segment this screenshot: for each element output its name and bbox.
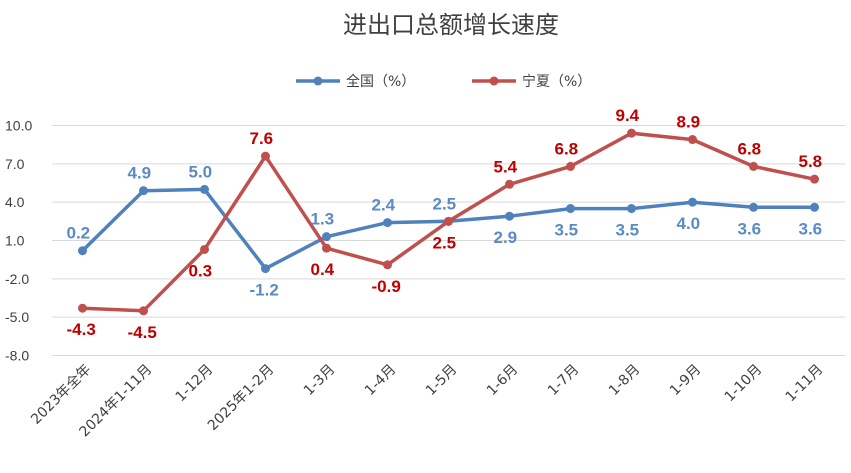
data-label-ningxia: -4.5 (128, 323, 157, 342)
data-point-national (78, 246, 87, 256)
x-tick-label: 1-8月 (606, 362, 643, 399)
data-point-ningxia (322, 243, 331, 253)
data-labels: 0.2 4.9 5.0 -1.2 1.3 2.4 2.5 2.9 3.5 3.5 4.0 3.6 3.6… (67, 106, 823, 342)
data-label-ningxia: 6.8 (555, 139, 579, 158)
x-tick-label: 1-12月 (173, 362, 217, 406)
data-label-national: 2.5 (433, 194, 457, 213)
y-tick-label: 10.0 (5, 118, 32, 134)
data-point-ningxia (139, 306, 148, 316)
data-label-national: 3.5 (616, 221, 640, 240)
x-tick-label: 1-10月 (722, 362, 766, 406)
data-label-ningxia: 8.9 (677, 113, 701, 132)
x-tick-label: 2023年全年 (27, 361, 94, 428)
data-label-national: 3.6 (799, 219, 823, 238)
data-point-national (200, 184, 209, 194)
x-tick-label: 1-9月 (667, 362, 704, 399)
data-label-ningxia: 0.4 (311, 260, 335, 279)
series-lines (78, 128, 819, 316)
x-tick-label: 1-6月 (484, 362, 521, 399)
data-point-national (139, 186, 148, 196)
data-point-ningxia (261, 151, 270, 161)
data-point-national (322, 232, 331, 242)
legend-label-ningxia: 宁夏（%） (522, 73, 591, 90)
x-tick-label: 1-3月 (301, 362, 338, 399)
data-point-ningxia (78, 303, 87, 313)
y-tick-label: -8.0 (5, 348, 29, 364)
y-axis-ticks: 10.0 7.0 4.0 1.0 -2.0 -5.0 -8.0 (5, 118, 32, 364)
data-label-ningxia: 7.6 (250, 129, 274, 148)
data-label-national: -1.2 (250, 281, 279, 300)
data-point-ningxia (627, 128, 636, 138)
y-tick-label: 1.0 (5, 233, 25, 249)
y-tick-label: -2.0 (5, 271, 29, 287)
y-tick-label: -5.0 (5, 309, 29, 325)
legend: 全国（%） 宁夏（%） (296, 73, 591, 90)
data-label-national: 2.4 (372, 196, 396, 215)
gridlines (52, 125, 845, 356)
data-label-national: 0.2 (67, 224, 91, 243)
data-point-national (810, 202, 819, 212)
x-tick-label: 1-5月 (423, 362, 460, 399)
data-label-ningxia: -0.9 (372, 277, 401, 296)
data-label-national: 3.5 (555, 221, 579, 240)
x-tick-label: 1-4月 (362, 362, 399, 399)
data-point-ningxia (810, 174, 819, 184)
data-point-ningxia (566, 161, 575, 171)
data-point-ningxia (383, 260, 392, 270)
data-label-national: 5.0 (189, 162, 213, 181)
data-label-national: 4.9 (128, 164, 152, 183)
data-label-ningxia: 0.3 (189, 261, 213, 280)
chart-title: 进出口总额增长速度 (343, 11, 559, 39)
legend-marker-ningxia (489, 76, 499, 86)
data-point-national (749, 202, 758, 212)
legend-marker-national (313, 76, 323, 86)
y-tick-label: 4.0 (5, 194, 25, 210)
data-label-ningxia: 5.8 (799, 152, 823, 171)
x-tick-label: 1-7月 (545, 362, 582, 399)
data-point-ningxia (688, 135, 697, 145)
data-label-ningxia: 2.5 (433, 233, 457, 252)
data-point-national (627, 204, 636, 214)
data-point-national (505, 211, 514, 221)
legend-label-national: 全国（%） (346, 73, 415, 90)
data-point-ningxia (749, 161, 758, 171)
data-label-national: 1.3 (311, 210, 335, 229)
data-point-national (383, 218, 392, 228)
data-point-national (261, 264, 270, 274)
y-tick-label: 7.0 (5, 156, 25, 172)
data-point-national (566, 204, 575, 214)
data-label-ningxia: 6.8 (738, 139, 762, 158)
data-point-ningxia (200, 244, 209, 254)
data-label-ningxia: 9.4 (616, 106, 640, 125)
data-label-national: 2.9 (494, 228, 518, 247)
data-point-ningxia (505, 179, 514, 189)
data-label-ningxia: 5.4 (494, 157, 518, 176)
data-label-national: 3.6 (738, 219, 762, 238)
data-point-ningxia (444, 216, 453, 226)
data-point-national (688, 197, 697, 207)
data-label-national: 4.0 (677, 214, 701, 233)
x-tick-label: 1-11月 (783, 362, 827, 406)
data-label-ningxia: -4.3 (67, 320, 96, 339)
